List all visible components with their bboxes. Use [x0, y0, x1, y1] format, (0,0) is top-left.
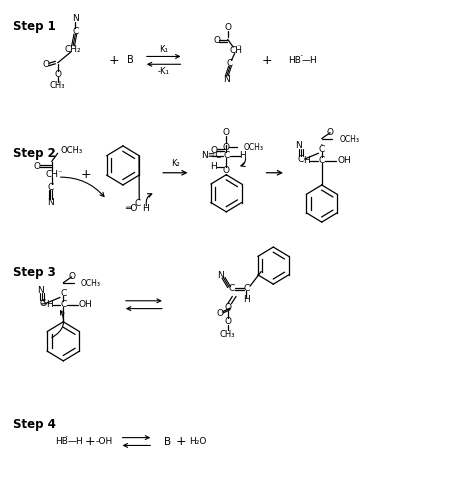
Text: O: O [210, 146, 217, 155]
Text: -K₁: -K₁ [158, 67, 170, 76]
Text: +: + [176, 435, 186, 448]
Text: Step 2: Step 2 [13, 147, 56, 160]
Text: C: C [47, 183, 54, 192]
Text: +: + [262, 54, 273, 67]
Text: H: H [239, 151, 246, 160]
Text: ·: · [65, 431, 69, 442]
Text: N: N [296, 141, 302, 151]
Text: O: O [54, 70, 61, 79]
Text: C: C [73, 27, 79, 36]
Text: +: + [81, 167, 91, 181]
Text: CH: CH [229, 46, 242, 55]
Text: B: B [164, 436, 171, 446]
Text: -OH: -OH [96, 437, 113, 446]
Text: CH₂: CH₂ [65, 45, 82, 54]
Text: H₂O: H₂O [189, 437, 206, 446]
Text: C: C [60, 300, 66, 309]
Text: +: + [108, 54, 119, 67]
Text: O: O [224, 317, 231, 327]
Text: —H: —H [301, 56, 317, 65]
Text: C: C [298, 155, 304, 164]
Text: OCH₃: OCH₃ [339, 135, 359, 144]
Text: HB: HB [55, 437, 68, 446]
Text: H: H [210, 163, 217, 171]
Text: C: C [228, 284, 235, 293]
Text: +: + [85, 435, 96, 448]
Text: O: O [223, 143, 230, 152]
Text: OCH₃: OCH₃ [60, 146, 82, 155]
Text: CH₃: CH₃ [50, 82, 65, 90]
Text: C: C [135, 199, 141, 208]
Text: O: O [43, 60, 50, 69]
Text: C: C [39, 299, 46, 308]
Text: B: B [127, 55, 133, 66]
Text: —H: —H [68, 437, 84, 446]
Text: K₁: K₁ [159, 45, 168, 54]
Text: H: H [142, 204, 149, 213]
Text: Step 4: Step 4 [13, 418, 56, 431]
Text: C: C [223, 151, 229, 160]
Text: O: O [224, 303, 231, 312]
Text: ·: · [300, 51, 303, 61]
Text: C: C [243, 284, 249, 293]
Text: C: C [319, 156, 325, 165]
Text: ⁻: ⁻ [236, 42, 241, 51]
Text: ⁻: ⁻ [58, 168, 62, 177]
Text: K₂: K₂ [171, 160, 180, 168]
Text: O: O [224, 23, 231, 32]
Text: N: N [217, 271, 224, 280]
Text: ·: · [320, 140, 324, 150]
Text: N: N [47, 198, 54, 207]
Text: O: O [217, 309, 224, 318]
Text: H: H [46, 300, 53, 309]
Text: O: O [213, 36, 220, 45]
Text: O: O [33, 162, 40, 171]
Text: OH: OH [79, 300, 92, 309]
Text: O: O [223, 128, 230, 137]
Text: N: N [37, 286, 44, 295]
Text: C: C [60, 289, 66, 298]
Text: O: O [223, 166, 230, 175]
Text: N: N [72, 14, 79, 23]
Text: O: O [327, 128, 334, 137]
Text: N≡C: N≡C [201, 151, 221, 160]
Text: CH₃: CH₃ [220, 330, 236, 338]
Text: N: N [223, 76, 230, 84]
Text: HB: HB [288, 56, 301, 65]
Text: O: O [68, 272, 75, 281]
Text: OCH₃: OCH₃ [244, 143, 264, 152]
Text: Step 3: Step 3 [13, 266, 56, 279]
Text: H: H [243, 295, 250, 304]
Text: ═O: ═O [125, 204, 137, 213]
Text: H: H [303, 156, 310, 165]
Text: OH: OH [337, 156, 351, 165]
Text: C: C [319, 145, 325, 154]
Text: Step 1: Step 1 [13, 20, 56, 33]
Text: CH: CH [45, 169, 58, 179]
Text: OCH₃: OCH₃ [81, 279, 101, 288]
Text: C: C [227, 59, 233, 68]
